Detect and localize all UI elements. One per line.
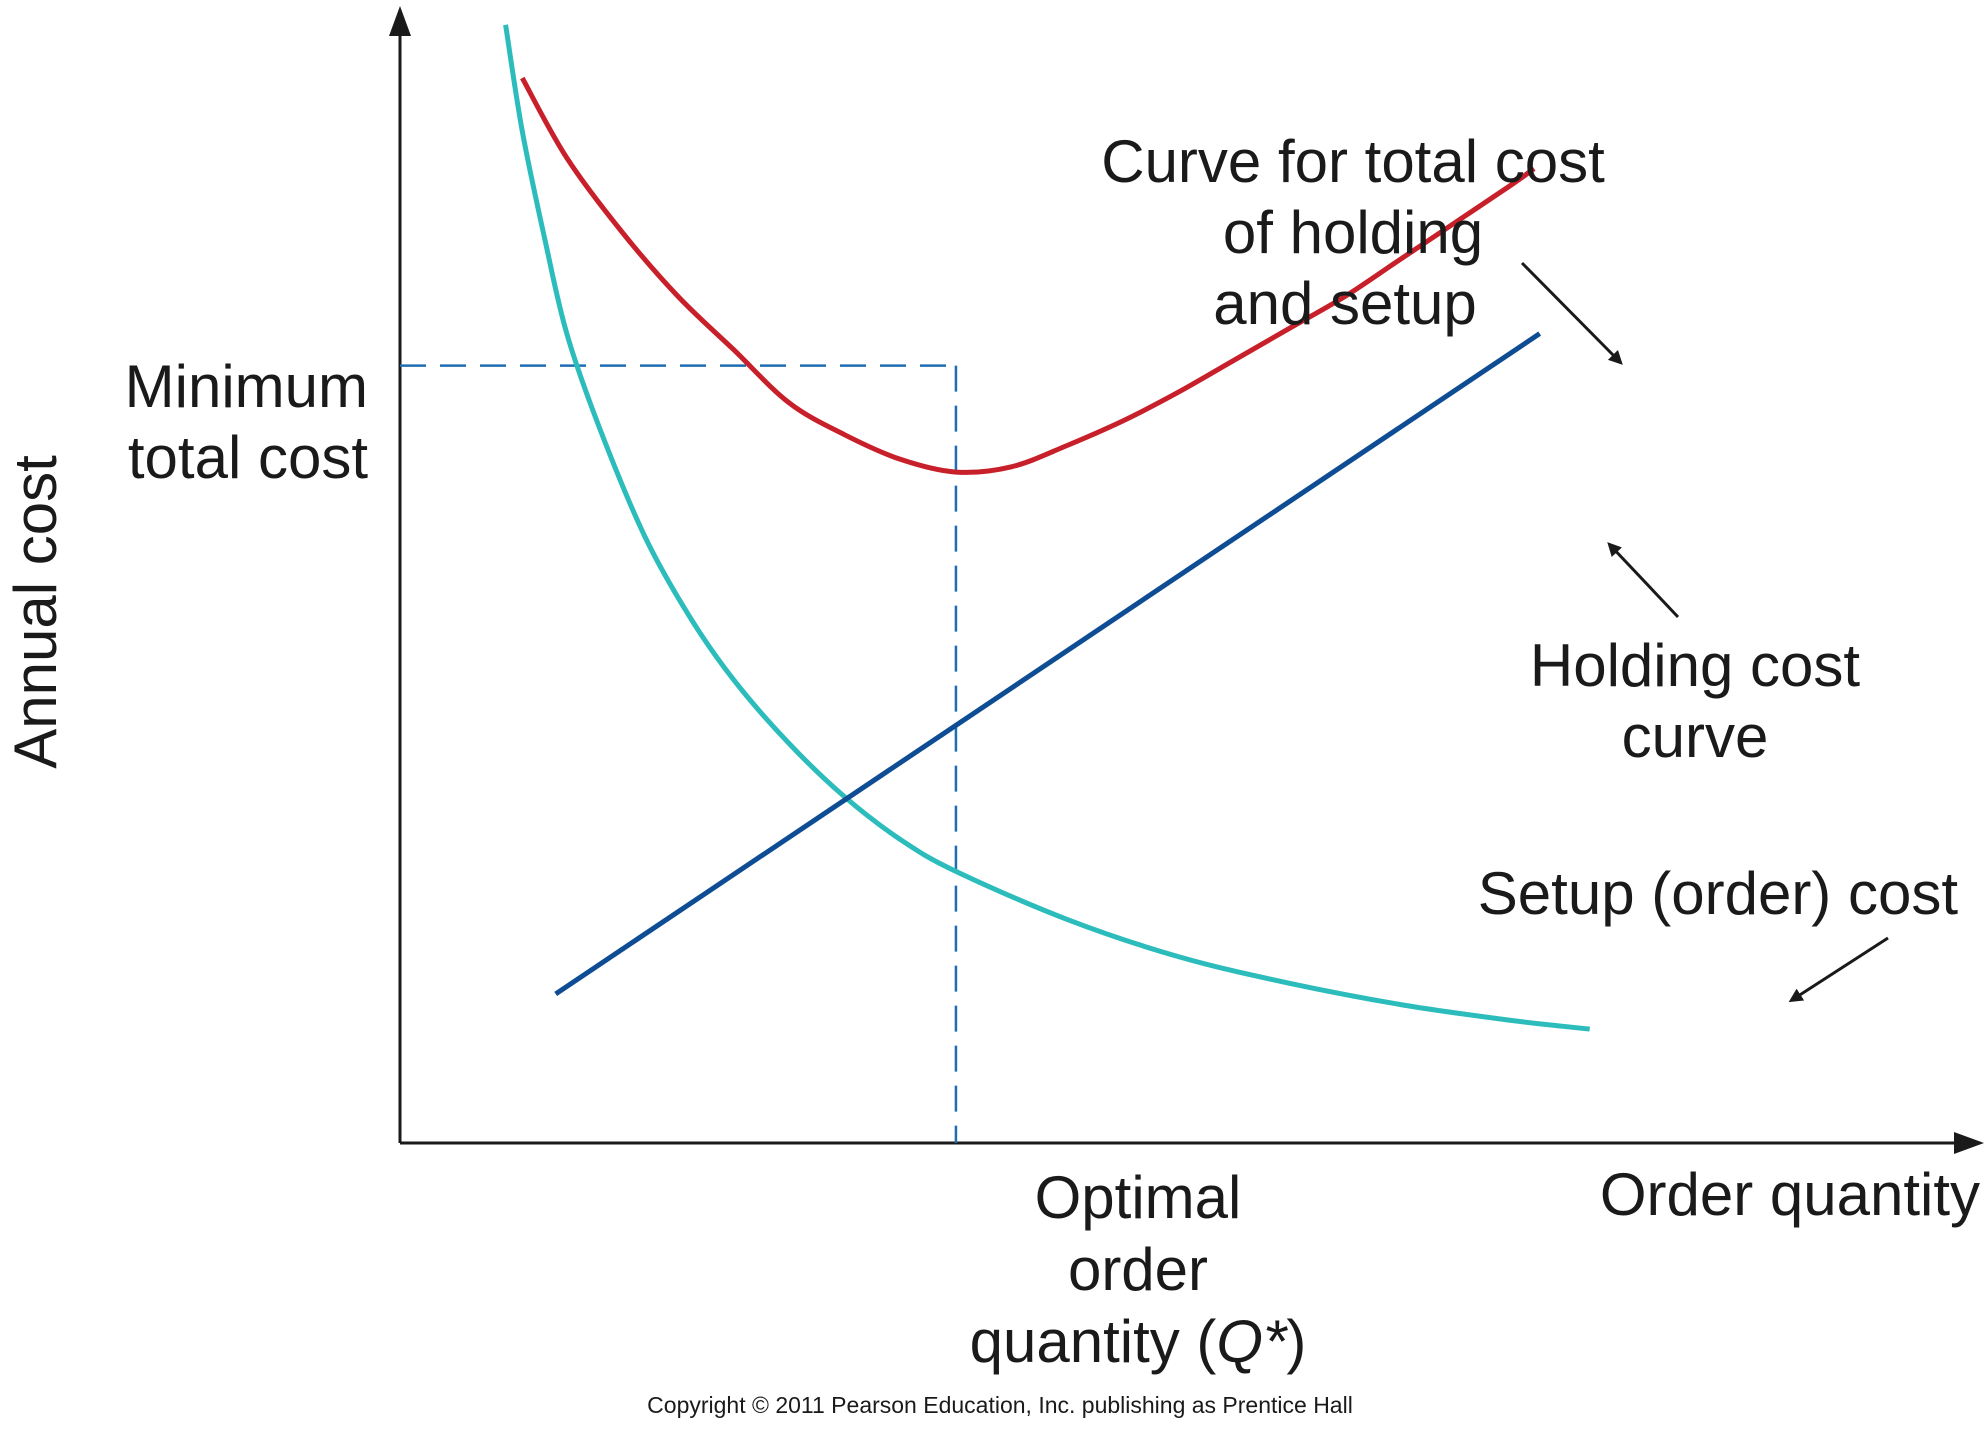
optimal-label-line2: order [1068, 1236, 1208, 1303]
holding-cost-curve [554, 331, 1542, 996]
copyright-note: Copyright © 2011 Pearson Education, Inc.… [647, 1392, 1353, 1418]
setup-cost-curve [503, 24, 1590, 1032]
total-cost-curve [520, 76, 1536, 475]
optimal-label-line1: Optimal [1035, 1164, 1242, 1231]
min-cost-label-line1: Minimum [125, 353, 368, 420]
setup-cost-label: Setup (order) cost [1478, 860, 1959, 927]
x-axis-label: Order quantity [1600, 1161, 1980, 1228]
holding-label-line2: curve [1622, 703, 1769, 770]
setup-cost-arrow [1788, 936, 1889, 1003]
total-cost-label-line2: of holding [1223, 199, 1483, 266]
min-cost-label-line2: total cost [128, 424, 368, 491]
holding-cost-arrow [1607, 542, 1680, 619]
holding-label-line1: Holding cost [1530, 632, 1861, 699]
y-axis-label: Annual cost [2, 455, 69, 769]
x-axis-arrow [1954, 1132, 1984, 1154]
total-cost-label-line3: and setup [1213, 270, 1477, 337]
total-cost-label-line1: Curve for total cost [1101, 128, 1605, 195]
optimal-label-line3: quantity (Q*) [970, 1308, 1307, 1375]
total-cost-arrow [1520, 261, 1623, 365]
y-axis-arrow [389, 6, 411, 36]
